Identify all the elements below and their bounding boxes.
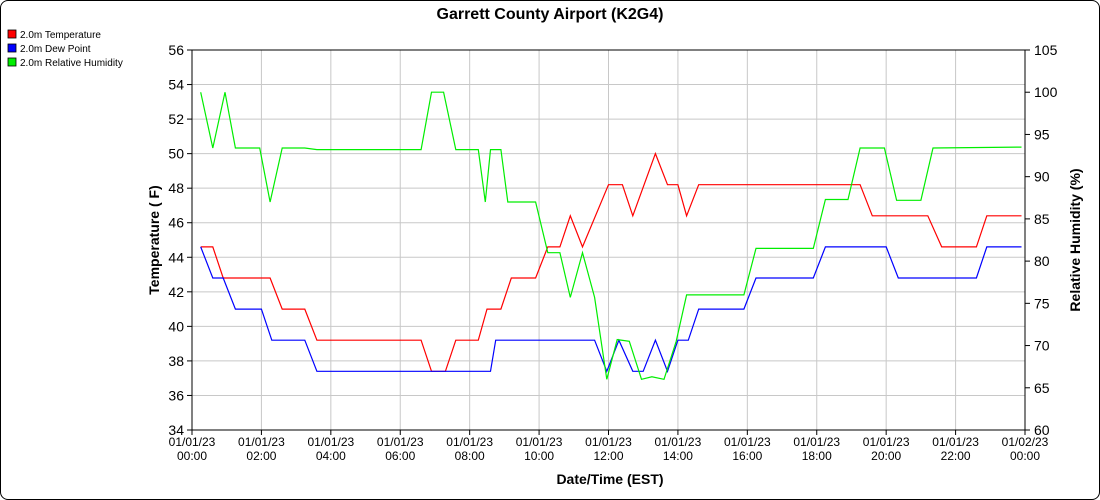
right-tick-label: 95 <box>1034 126 1050 142</box>
legend: 2.0m Temperature 2.0m Dew Point 2.0m Relat… <box>7 29 123 69</box>
x-tick-time-label: 00:00 <box>1010 449 1040 463</box>
left-y-axis-label: Temperature ( F) <box>146 185 162 294</box>
x-tick-date-label: 01/01/23 <box>377 435 424 449</box>
x-tick-date-label: 01/01/23 <box>585 435 632 449</box>
x-tick-date-label: 01/01/23 <box>516 435 563 449</box>
left-tick-label: 54 <box>168 77 184 93</box>
x-tick-time-label: 10:00 <box>524 449 554 463</box>
x-tick-time-label: 02:00 <box>246 449 276 463</box>
right-tick-label: 60 <box>1034 422 1050 438</box>
right-tick-label: 105 <box>1034 42 1058 58</box>
x-tick-time-label: 22:00 <box>941 449 971 463</box>
series-line-2-0m-dew-point <box>200 246 1022 374</box>
legend-swatch <box>7 57 17 67</box>
legend-label: 2.0m Relative Humidity <box>20 58 123 69</box>
x-tick-time-label: 16:00 <box>732 449 762 463</box>
x-tick-date-label: 01/02/23 <box>1002 435 1049 449</box>
left-tick-label: 34 <box>168 422 184 438</box>
legend-swatch <box>7 43 17 53</box>
right-tick-label: 100 <box>1034 84 1058 100</box>
legend-label: 2.0m Dew Point <box>20 44 91 55</box>
x-tick-time-label: 20:00 <box>871 449 901 463</box>
left-tick-label: 56 <box>168 42 184 58</box>
series-line-2-0m-temperature <box>200 151 1022 372</box>
right-y-axis-label: Relative Humidity (%) <box>1067 168 1083 311</box>
series-group <box>200 91 1022 381</box>
right-tick-label: 75 <box>1034 295 1050 311</box>
legend-label: 2.0m Temperature <box>20 30 101 41</box>
chart-title: Garrett County Airport (K2G4) <box>437 6 664 23</box>
right-tick-label: 65 <box>1034 380 1050 396</box>
legend-swatch <box>7 29 17 39</box>
x-tick-date-label: 01/01/23 <box>307 435 354 449</box>
x-tick-date-label: 01/01/23 <box>169 435 216 449</box>
left-tick-label: 52 <box>168 111 184 127</box>
x-tick-time-label: 18:00 <box>802 449 832 463</box>
series-line-2-0m-relative-humidity <box>200 91 1022 381</box>
left-tick-label: 46 <box>168 215 184 231</box>
left-tick-label: 42 <box>168 284 184 300</box>
x-tick-date-label: 01/01/23 <box>932 435 979 449</box>
left-tick-label: 50 <box>168 146 184 162</box>
left-tick-label: 40 <box>168 318 184 334</box>
x-tick-date-label: 01/01/23 <box>446 435 493 449</box>
x-tick-time-label: 00:00 <box>177 449 207 463</box>
right-axis-ticks: 60 65 70 75 80 85 90 95 100 105 <box>1025 42 1058 438</box>
right-tick-label: 70 <box>1034 338 1050 354</box>
x-tick-date-label: 01/01/23 <box>655 435 702 449</box>
left-tick-label: 36 <box>168 387 184 403</box>
left-tick-label: 38 <box>168 353 184 369</box>
x-tick-date-label: 01/01/23 <box>238 435 285 449</box>
right-tick-label: 90 <box>1034 169 1050 185</box>
x-axis-label: Date/Time (EST) <box>556 471 663 487</box>
x-tick-time-label: 08:00 <box>455 449 485 463</box>
left-tick-label: 44 <box>168 249 184 265</box>
x-tick-time-label: 04:00 <box>316 449 346 463</box>
x-tick-time-label: 14:00 <box>663 449 693 463</box>
x-tick-date-label: 01/01/23 <box>793 435 840 449</box>
x-axis-ticks: 01/01/2300:0001/01/2302:0001/01/2304:000… <box>169 430 1049 463</box>
right-tick-label: 80 <box>1034 253 1050 269</box>
x-tick-time-label: 06:00 <box>385 449 415 463</box>
left-axis-ticks: 34 36 38 40 42 44 46 48 50 52 54 56 <box>168 42 192 438</box>
x-tick-time-label: 12:00 <box>593 449 623 463</box>
x-tick-date-label: 01/01/23 <box>724 435 771 449</box>
right-tick-label: 85 <box>1034 211 1050 227</box>
left-tick-label: 48 <box>168 180 184 196</box>
x-tick-date-label: 01/01/23 <box>863 435 910 449</box>
